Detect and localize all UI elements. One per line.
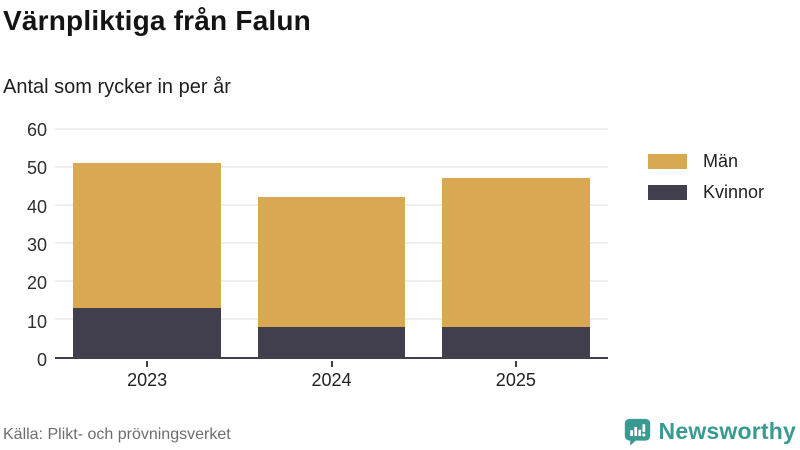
y-tick-label-10: 10: [26, 311, 47, 332]
source-text: Källa: Plikt- och prövningsverket: [3, 426, 231, 443]
bar-segment-2024-män: [257, 197, 406, 327]
gridline-50: [55, 166, 608, 168]
bar-slot-2025: [424, 129, 608, 357]
x-tick-label-2023: 2023: [127, 370, 168, 390]
y-tick-label-50: 50: [26, 158, 47, 179]
y-tick-label-0: 0: [36, 350, 47, 370]
legend-label-kvinnor: Kvinnor: [703, 182, 765, 202]
y-axis: 0 10 20 30 40 50 60: [0, 121, 55, 369]
plot-area: [55, 128, 608, 359]
bar-columns: [55, 129, 608, 357]
bar-segment-2025-män: [442, 178, 590, 327]
chart-title: Värnpliktiga från Falun: [3, 5, 311, 36]
y-tick-label-40: 40: [26, 196, 47, 217]
y-tick-label-20: 20: [26, 273, 47, 294]
gridline-60: [55, 128, 608, 130]
legend-label-män: Män: [703, 151, 739, 171]
bar-segment-2023-män: [73, 163, 221, 308]
x-tick-2025: [514, 361, 517, 367]
newsworthy-speech-bubble-chart-icon: [624, 418, 650, 446]
legend-swatch-kvinnor: [648, 185, 687, 200]
y-tick-label-30: 30: [26, 235, 47, 255]
brand-logo: Newsworthy: [623, 417, 796, 446]
x-tick-2024: [330, 361, 333, 367]
legend-swatch-män: [648, 154, 687, 169]
legend-item-män: Män: [648, 151, 764, 172]
x-tick-label-2025: 2025: [495, 370, 536, 390]
bar-segment-2024-kvinnor: [257, 326, 406, 357]
brand-name: Newsworthy: [658, 418, 796, 444]
x-tick-label-2024: 2024: [311, 370, 352, 390]
legend-item-kvinnor: Kvinnor: [648, 182, 764, 203]
x-tick-2023: [146, 361, 149, 367]
bar-segment-2025-kvinnor: [442, 326, 590, 357]
chart-subtitle: Antal som rycker in per år: [3, 76, 231, 98]
bar-slot-2023: [55, 129, 239, 357]
plot-wrap: 0 10 20 30 40 50 60 2023 2024 2025: [27, 121, 608, 390]
x-axis: 2023 2024 2025: [55, 359, 608, 404]
bar-slot-2024: [239, 129, 423, 357]
legend: Män Kvinnor: [648, 151, 764, 203]
bar-2025: [442, 178, 590, 357]
bar-segment-2023-kvinnor: [73, 307, 221, 357]
y-tick-label-60: 60: [26, 120, 47, 140]
bar-2024: [257, 197, 406, 357]
bar-2023: [73, 163, 221, 357]
